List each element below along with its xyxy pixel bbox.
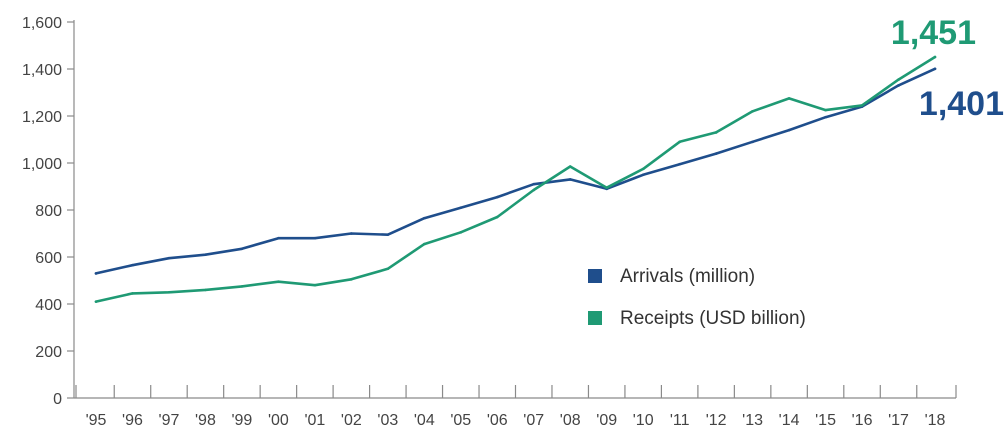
y-tick-label: 1,400 [22,62,62,79]
data-point [568,165,572,168]
data-point [386,233,390,236]
data-point [714,131,718,134]
legend-swatch [588,311,602,325]
legend-label: Receipts (USD billion) [620,308,806,329]
x-tick-label: '01 [304,412,325,429]
data-point [605,186,608,189]
data-point [568,178,572,181]
data-point [131,263,134,267]
x-tick-label: '12 [706,412,727,429]
x-tick-label: '96 [122,412,143,429]
data-point [532,188,536,192]
x-tick-label: '11 [670,412,690,429]
data-point [678,162,681,166]
x-tick-label: '08 [560,412,581,429]
data-point [204,253,207,256]
data-point [167,256,171,260]
receipts-end-label: 1,451 [891,14,976,52]
x-tick-label: '09 [596,412,617,429]
y-tick-label: 400 [35,297,62,314]
y-tick-label: 1,600 [22,15,62,32]
x-tick-label: '97 [159,412,180,429]
data-point [350,278,353,281]
legend-swatch [588,269,602,283]
data-point [167,290,171,294]
data-point [350,232,353,235]
data-point [897,78,900,81]
data-point [751,110,754,113]
data-point [787,97,791,100]
data-point [751,140,754,144]
x-tick-label: '04 [414,412,435,429]
x-tick-label: '02 [341,412,362,429]
x-tick-label: '16 [852,412,873,429]
data-point [860,104,864,107]
data-point [240,285,244,288]
x-tick-label: '05 [450,412,471,429]
data-point [933,67,937,71]
x-tick-label: '00 [268,412,289,429]
x-tick-label: '15 [815,412,836,429]
data-point [714,152,718,155]
x-tick-label: '17 [888,412,909,429]
x-tick-label: '18 [925,412,946,429]
data-point [897,84,900,87]
x-tick-label: '14 [779,412,800,429]
x-axis: '95 '96 '97 '98 '99 '00 '01 '02 '03 '04 '05 '06 '07 '… [74,385,957,429]
data-point [787,128,791,132]
data-point [204,288,207,292]
x-tick-label: '03 [377,412,398,429]
data-point [94,300,98,303]
series-line-1 [94,55,937,303]
y-tick-label: 1,000 [22,156,62,173]
x-tick-label: '06 [487,412,508,429]
y-tick-label: 800 [35,203,62,220]
data-point [313,283,317,287]
data-point [277,236,280,240]
data-point [240,247,244,251]
data-point [678,140,681,144]
y-tick-label: 200 [35,344,62,361]
data-point [313,236,317,240]
data-point [423,216,426,220]
legend: Arrivals (million) Receipts (USD billion) [588,266,806,329]
legend-label: Arrivals (million) [620,266,755,287]
series-layer [94,55,937,303]
data-point [386,267,390,271]
x-tick-label: '98 [195,412,216,429]
data-point [459,206,463,209]
data-point [277,280,280,283]
data-point [423,242,426,246]
x-tick-label: '13 [742,412,763,429]
data-point [495,195,499,199]
x-tick-label: '99 [231,412,252,429]
x-tick-label: '10 [633,412,654,429]
end-labels: 1,401 1,451 [891,14,1004,123]
x-tick-label: '07 [523,412,544,429]
arrivals-end-label: 1,401 [919,85,1004,123]
data-point [532,182,536,186]
data-point [824,115,827,119]
data-point [933,55,937,59]
x-tick-label: '95 [86,412,107,429]
data-point [94,272,98,275]
data-point [641,167,645,171]
y-tick-label: 600 [35,250,62,267]
data-point [495,215,499,219]
y-tick-label: 0 [53,391,62,408]
y-tick-label: 1,200 [22,109,62,126]
y-axis: 0 200 400 600 800 1,000 1,200 1,400 1,600 [22,15,75,408]
data-point [824,108,827,112]
data-point [131,292,134,295]
series-line-0 [94,67,937,275]
data-point [641,173,645,177]
data-point [459,231,463,234]
